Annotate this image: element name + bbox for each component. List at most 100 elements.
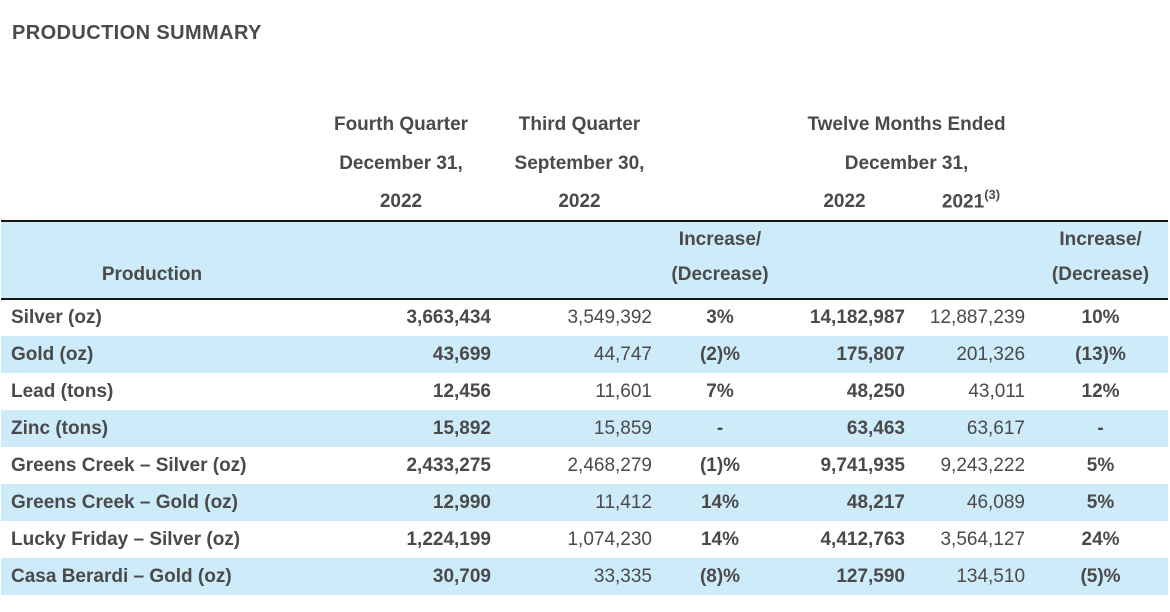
q4-2022-value: 3,663,434 <box>406 307 491 328</box>
q3-2022-value: 1,074,230 <box>567 528 652 550</box>
period-header-row-1: Fourth Quarter Third Quarter Twelve Mont… <box>1 104 1168 143</box>
ytd-2021-value: 201,326 <box>956 343 1026 365</box>
empty-cell <box>660 182 780 221</box>
q4-2022-value: 2,433,275 <box>406 454 491 476</box>
empty-cell <box>1033 182 1168 221</box>
q4-period-line1: Fourth Quarter <box>333 114 469 135</box>
q4-2022-value: 30,709 <box>432 565 491 587</box>
ytd-2021-value: 12,887,239 <box>929 307 1026 328</box>
ytd-2022-value: 63,463 <box>846 417 905 439</box>
q3-period-line2: September 30, <box>514 153 645 174</box>
table-row-gold: Gold (oz) 43,699 44,747 (2)% 175,807 201… <box>1 336 1169 373</box>
q3-period-line1: Third Quarter <box>518 114 641 135</box>
ytd-change-value: 5% <box>1086 454 1115 476</box>
twelve-months-line2: December 31, <box>844 153 969 174</box>
empty-cell <box>1 143 303 182</box>
twelve-months-line1: Twelve Months Ended <box>807 114 1006 135</box>
q3-2022-value: 3,549,392 <box>567 307 652 328</box>
production-label: Gold (oz) <box>11 343 94 365</box>
empty-cell <box>780 220 909 300</box>
quarter-change-value: (1)% <box>699 454 741 476</box>
ytd-change-value: 10% <box>1081 307 1120 328</box>
q4-2022-value: 12,456 <box>432 380 491 402</box>
table-row-zinc: Zinc (tons) 15,892 15,859 - 63,463 63,61… <box>1 410 1169 447</box>
q4-2022-value: 43,699 <box>432 343 491 365</box>
quarter-change-value: 14% <box>700 491 740 513</box>
ytd-2021-value: 9,243,222 <box>940 454 1026 476</box>
empty-cell <box>660 104 780 143</box>
ytd-2022-value: 14,182,987 <box>809 307 905 328</box>
change-header-line2: (Decrease) <box>671 264 769 285</box>
ytd-2022-value: 4,412,763 <box>820 528 905 550</box>
q3-2022-value: 2,468,279 <box>567 454 652 476</box>
column-header-band: Production Increase/ (Decrease) Increase… <box>1 220 1169 300</box>
quarter-change-column-header: Increase/ (Decrease) <box>660 220 780 300</box>
empty-cell <box>1 182 303 221</box>
q3-2022-value: 11,412 <box>595 491 652 513</box>
empty-cell <box>1033 143 1168 182</box>
twelve-months-year-2021: 2021(3) <box>909 182 1033 221</box>
quarter-change-value: - <box>716 417 724 439</box>
table-row-greens-creek-gold: Greens Creek – Gold (oz) 12,990 11,412 1… <box>1 484 1169 521</box>
table-row-greens-creek-silver: Greens Creek – Silver (oz) 2,433,275 2,4… <box>1 447 1168 484</box>
quarter-change-value: (2)% <box>699 343 741 365</box>
ytd-change-value: (5)% <box>1080 565 1121 587</box>
production-label: Lead (tons) <box>11 380 114 402</box>
empty-cell <box>499 220 660 300</box>
ytd-2021-value: 46,089 <box>966 491 1026 513</box>
q3-2022-value: 33,335 <box>593 565 652 587</box>
q3-period-year: 2022 <box>558 191 601 212</box>
ytd-2022-value: 48,217 <box>846 491 905 513</box>
production-column-header: Production <box>1 220 303 300</box>
table-row-lucky-friday-silver: Lucky Friday – Silver (oz) 1,224,199 1,0… <box>1 521 1168 558</box>
ytd-2021-value: 3,564,127 <box>940 528 1026 550</box>
table-row-silver: Silver (oz) 3,663,434 3,549,392 3% 14,18… <box>1 299 1168 336</box>
year-2021-text: 2021 <box>941 191 985 212</box>
table-row-lead: Lead (tons) 12,456 11,601 7% 48,250 43,0… <box>1 373 1168 410</box>
production-label: Greens Creek – Silver (oz) <box>11 454 247 476</box>
quarter-change-value: (8)% <box>699 565 741 587</box>
q3-2022-value: 15,859 <box>593 417 652 439</box>
q3-2022-value: 11,601 <box>595 380 652 402</box>
ytd-change-value: - <box>1097 417 1104 439</box>
ytd-2022-value: 48,250 <box>846 380 905 402</box>
q4-2022-value: 1,224,199 <box>406 528 491 550</box>
production-label: Silver (oz) <box>11 307 102 328</box>
production-label: Lucky Friday – Silver (oz) <box>11 528 241 550</box>
ytd-change-column-header: Increase/ (Decrease) <box>1033 220 1169 300</box>
production-label: Casa Berardi – Gold (oz) <box>11 565 232 587</box>
empty-cell <box>660 143 780 182</box>
page-title: PRODUCTION SUMMARY <box>12 22 262 44</box>
change-header-line1: Increase/ <box>1059 229 1142 250</box>
footnote-marker: (3) <box>984 186 1001 202</box>
quarter-change-value: 7% <box>706 380 734 402</box>
q4-2022-value: 12,990 <box>432 491 491 513</box>
q4-period-line2: December 31, <box>339 153 463 174</box>
quarter-change-value: 3% <box>706 307 734 328</box>
production-summary-table: Fourth Quarter Third Quarter Twelve Mont… <box>1 104 1169 595</box>
ytd-2021-value: 134,510 <box>956 565 1026 587</box>
period-header-row-2: December 31, September 30, December 31, <box>1 143 1168 182</box>
q3-2022-value: 44,747 <box>593 343 652 365</box>
ytd-change-value: 5% <box>1086 491 1115 513</box>
empty-cell <box>303 220 499 300</box>
q4-2022-value: 15,892 <box>432 417 491 439</box>
ytd-change-value: 24% <box>1081 528 1120 550</box>
production-label: Greens Creek – Gold (oz) <box>11 491 239 513</box>
q4-period-year: 2022 <box>379 191 423 212</box>
ytd-change-value: 12% <box>1081 380 1120 402</box>
change-header-line2: (Decrease) <box>1051 264 1150 285</box>
ytd-2022-value: 175,807 <box>836 343 905 365</box>
ytd-2021-value: 43,011 <box>968 380 1026 402</box>
empty-cell <box>1 104 303 143</box>
empty-cell <box>909 220 1034 300</box>
ytd-2022-value: 127,590 <box>836 565 905 587</box>
ytd-2022-value: 9,741,935 <box>820 454 905 476</box>
ytd-2021-value: 63,617 <box>966 417 1026 439</box>
change-header-line1: Increase/ <box>678 229 762 250</box>
production-label: Zinc (tons) <box>11 417 109 439</box>
table-row-casa-berardi-gold: Casa Berardi – Gold (oz) 30,709 33,335 (… <box>1 558 1169 595</box>
empty-cell <box>1033 104 1168 143</box>
twelve-months-year-2022: 2022 <box>823 191 866 212</box>
